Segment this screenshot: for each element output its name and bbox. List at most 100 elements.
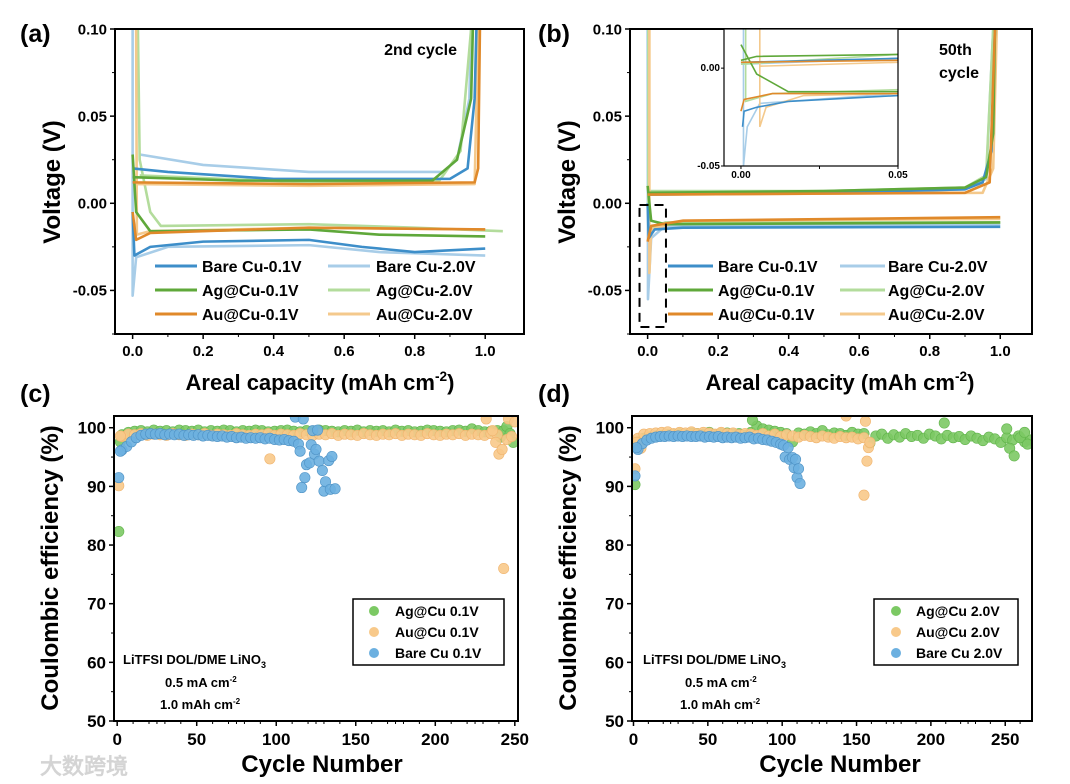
data-point: [326, 450, 338, 462]
y-axis-title: Voltage (V): [554, 120, 581, 244]
panel-label: (b): [538, 20, 570, 48]
x-tick-label: 0: [112, 730, 121, 749]
x-tick-label: 100: [262, 730, 290, 749]
y-tick-label: 0.00: [593, 196, 622, 213]
y-axis-title: Coulombic efficiency (%): [555, 425, 582, 710]
panel-label: (d): [538, 380, 570, 408]
data-point: [746, 416, 758, 426]
voltage-curve: [647, 29, 997, 196]
y-axis-title: Coulombic efficiency (%): [37, 425, 64, 710]
series-au-cu-0-1v: [646, 29, 1001, 242]
legend-label: Au@Cu-0.1V: [718, 307, 815, 324]
cycle-annotation: 50th: [939, 42, 972, 59]
x-tick-label: 150: [342, 730, 370, 749]
data-point: [114, 526, 125, 538]
x-tick-label: 0.2: [193, 343, 214, 360]
inset: 0.00 0.05 -0.05 0.00: [697, 28, 908, 181]
y-tick-label: 70: [87, 595, 106, 614]
legend-label: Ag@Cu-2.0V: [888, 283, 985, 300]
voltage-curve: [131, 211, 486, 257]
legend: Bare Cu-0.1V Bare Cu-2.0V Ag@Cu-0.1V Ag@Cu-…: [668, 259, 988, 324]
y-tick-label: 70: [605, 595, 624, 614]
panel-label: (c): [20, 380, 51, 408]
cycle-annotation: cycle: [939, 65, 979, 82]
inset-plot-area: [740, 29, 898, 166]
data-point: [859, 416, 871, 427]
series-bare-cu-0-1v: [114, 416, 341, 497]
data-point: [1019, 426, 1031, 438]
x-tick-label: 50: [698, 730, 717, 749]
y-tick-label: 50: [87, 712, 106, 731]
data-point: [506, 431, 518, 443]
inset-x-tick-label: 0.05: [888, 170, 908, 181]
y-tick-label: 0.05: [593, 108, 622, 125]
x-tick-label: 250: [501, 730, 529, 749]
data-point: [858, 489, 870, 501]
series-ag-cu-0-1v: [646, 29, 1001, 226]
legend-label: Ag@Cu 2.0V: [916, 603, 1000, 619]
data-point: [114, 430, 126, 442]
data-point: [782, 442, 794, 454]
panel-c: (c) 0 50 100 150 200 250 50 60 70 80 90 100 Cycle Num…: [20, 380, 529, 778]
data-point: [1001, 423, 1013, 435]
data-point: [864, 436, 876, 448]
x-tick-label: 0.0: [637, 343, 658, 360]
data-point: [632, 442, 642, 454]
y-tick-label: 60: [87, 653, 106, 672]
data-point: [793, 463, 805, 475]
electrolyte-note: LiTFSI DOL/DME LiNO3: [643, 652, 786, 670]
data-point: [490, 436, 502, 448]
legend-label: Ag@Cu-0.1V: [202, 283, 299, 300]
legend: Bare Cu-0.1V Bare Cu-2.0V Ag@Cu-0.1V Ag@Cu-…: [155, 259, 476, 324]
series-bare-cu-0-1v: [131, 29, 486, 257]
data-point: [498, 562, 510, 574]
data-point: [861, 455, 873, 467]
y-tick-label: 100: [596, 419, 624, 438]
x-tick-label: 150: [842, 730, 870, 749]
x-tick-label: 250: [991, 730, 1019, 749]
x-tick-label: 0.0: [122, 343, 143, 360]
data-point: [790, 453, 802, 465]
legend-label: Ag@Cu 0.1V: [395, 603, 479, 619]
data-point: [299, 472, 311, 484]
x-tick-label: 0.8: [404, 343, 425, 360]
plot-area: [632, 416, 1032, 501]
y-tick-label: 80: [87, 536, 106, 555]
inset-y-tick-label: 0.00: [701, 63, 721, 74]
x-tick-label: 0.4: [778, 343, 800, 360]
data-point: [316, 465, 328, 477]
x-tick-label: 0.6: [849, 343, 870, 360]
data-point: [114, 472, 125, 484]
data-point: [496, 443, 508, 455]
plot-area: [646, 29, 1001, 301]
x-tick-label: 0.6: [334, 343, 355, 360]
y-axis-title: Voltage (V): [39, 120, 66, 244]
legend-label: Bare Cu 0.1V: [395, 645, 482, 661]
legend-marker: [891, 606, 901, 616]
x-axis-title: Cycle Number: [759, 751, 920, 778]
data-point: [938, 417, 950, 429]
inset-voltage-curve: [740, 92, 898, 112]
y-tick-label: 0.10: [593, 21, 622, 38]
legend-label: Au@Cu-2.0V: [376, 307, 473, 324]
inset-frame: [723, 28, 899, 167]
data-point: [329, 483, 341, 495]
legend-marker: [369, 606, 379, 616]
legend-marker: [891, 627, 901, 637]
y-tick-label: 80: [605, 536, 624, 555]
y-tick-label: 60: [605, 653, 624, 672]
y-tick-label: -0.05: [73, 283, 107, 300]
y-tick-label: 100: [78, 419, 106, 438]
x-axis-title: Areal capacity (mAh cm-2): [706, 369, 975, 395]
panel-b: (b) 0.0 0.2 0.4 0.6 0.8 1.0 -0.05 0.00 0.05 0.10 Ba…: [538, 20, 1033, 395]
data-point: [297, 416, 309, 425]
data-point: [114, 445, 126, 457]
x-tick-label: 200: [421, 730, 449, 749]
electrolyte-note: LiTFSI DOL/DME LiNO3: [123, 652, 266, 670]
x-tick-label: 200: [917, 730, 945, 749]
legend-label: Ag@Cu-0.1V: [718, 283, 815, 300]
legend-marker: [369, 648, 379, 658]
voltage-curve: [646, 185, 1001, 226]
panel-label: (a): [20, 20, 51, 48]
